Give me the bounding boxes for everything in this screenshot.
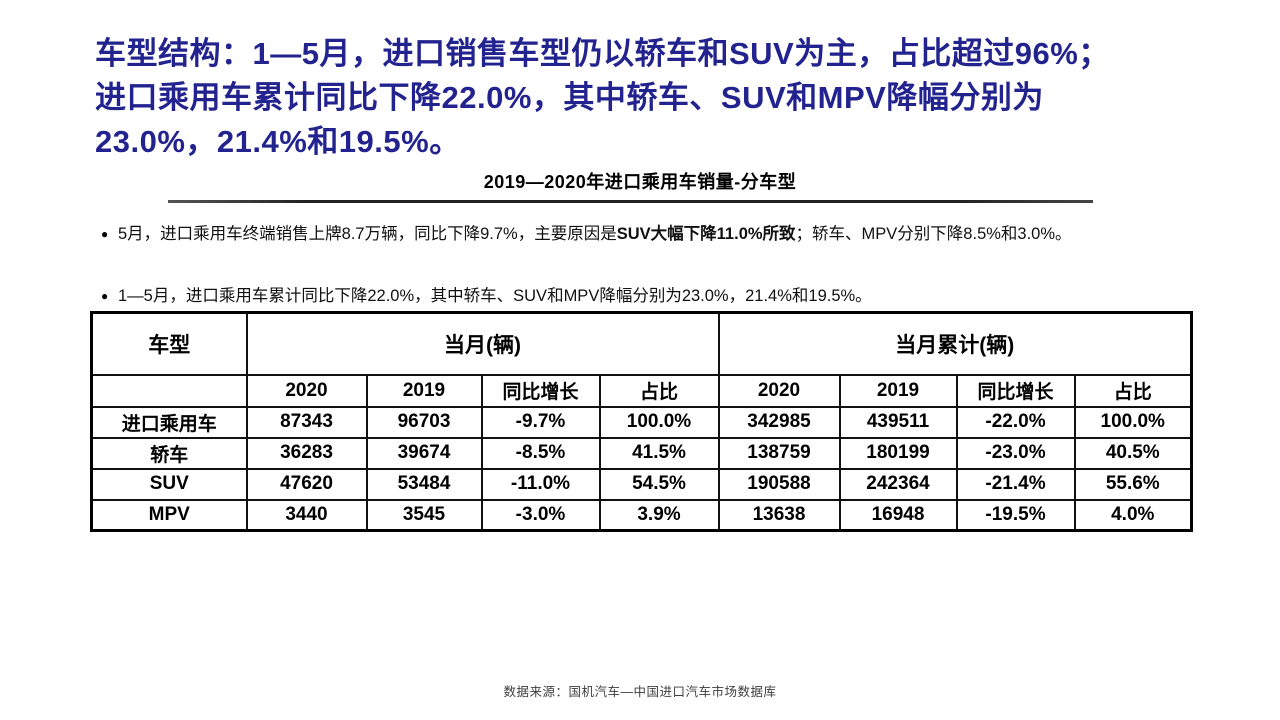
header-empty-cell: [90, 373, 248, 408]
table-cell: 16948: [838, 498, 958, 532]
table-cell: -11.0%: [480, 467, 601, 501]
table-cell: 13638: [717, 498, 841, 532]
table-cell: -19.5%: [955, 498, 1076, 532]
table-row-mpv: MPV 3440 3545 -3.0% 3.9% 13638 16948 -19…: [90, 498, 1193, 532]
bullet-item-2: ● 1—5月，进口乘用车累计同比下降22.0%，其中轿车、SUV和MPV降幅分别…: [101, 285, 1200, 307]
table-cell: 55.6%: [1073, 467, 1193, 501]
table-cell: 3545: [365, 498, 483, 532]
bullet-text-2: 1—5月，进口乘用车累计同比下降22.0%，其中轿车、SUV和MPV降幅分别为2…: [118, 287, 872, 305]
row-label: 轿车: [90, 436, 248, 470]
bullet-item-1: ● 5月，进口乘用车终端销售上牌8.7万辆，同比下降9.7%，主要原因是SUV大…: [101, 214, 1200, 254]
table-cell: 342985: [717, 405, 841, 439]
header-current-month: 当月(辆): [245, 311, 720, 376]
table-cell: 4.0%: [1073, 498, 1193, 532]
header-cumulative: 当月累计(辆): [717, 311, 1193, 376]
bullet-marker-icon: ●: [101, 289, 109, 303]
table-cell: 138759: [717, 436, 841, 470]
table-cell: 180199: [838, 436, 958, 470]
subheader-month-share: 占比: [598, 373, 720, 408]
table-caption: 2019—2020年进口乘用车销量-分车型: [483, 172, 797, 192]
table-cell: 54.5%: [598, 467, 720, 501]
subheader-cum-yoy: 同比增长: [955, 373, 1076, 408]
table-cell: 47620: [245, 467, 368, 501]
table-cell: 39674: [365, 436, 483, 470]
subheader-month-yoy: 同比增长: [480, 373, 601, 408]
table-cell: 242364: [838, 467, 958, 501]
slide-title: 车型结构：1—5月，进口销售车型仍以轿车和SUV为主，占比超过96%； 进口乘用…: [95, 32, 1110, 164]
table-cell: -22.0%: [955, 405, 1076, 439]
table-cell: 40.5%: [1073, 436, 1193, 470]
table-cell: 36283: [245, 436, 368, 470]
subheader-cum-share: 占比: [1073, 373, 1193, 408]
table-cell: -3.0%: [480, 498, 601, 532]
table-cell: 96703: [365, 405, 483, 439]
table-row-imported-pv: 进口乘用车 87343 96703 -9.7% 100.0% 342985 43…: [90, 405, 1193, 439]
table-cell: 100.0%: [1073, 405, 1193, 439]
table-cell: 3440: [245, 498, 368, 532]
subheader-cum-2020: 2020: [717, 373, 841, 408]
slide-title-line-3: 23.0%，21.4%和19.5%。: [95, 124, 461, 159]
data-source: 数据来源：国机汽车—中国进口汽车市场数据库: [503, 685, 777, 699]
table-cell: 41.5%: [598, 436, 720, 470]
caption-underline: [168, 200, 1093, 203]
bullet-marker-icon: ●: [101, 227, 109, 241]
bullet-text-1: 5月，进口乘用车终端销售上牌8.7万辆，同比下降9.7%，主要原因是SUV大幅下…: [118, 225, 1072, 243]
table-row-sedan: 轿车 36283 39674 -8.5% 41.5% 138759 180199…: [90, 436, 1193, 470]
row-label: 进口乘用车: [90, 405, 248, 439]
table-cell: 100.0%: [598, 405, 720, 439]
table-cell: -8.5%: [480, 436, 601, 470]
subheader-month-2020: 2020: [245, 373, 368, 408]
table-row-suv: SUV 47620 53484 -11.0% 54.5% 190588 2423…: [90, 467, 1193, 501]
table-cell: 3.9%: [598, 498, 720, 532]
table-header-sub-row: 2020 2019 同比增长 占比 2020 2019 同比增长 占比: [90, 373, 1193, 408]
subheader-cum-2019: 2019: [838, 373, 958, 408]
header-vehicle-type: 车型: [90, 311, 248, 376]
table-header-group-row: 车型 当月(辆) 当月累计(辆): [90, 311, 1193, 376]
table-cell: 53484: [365, 467, 483, 501]
table-cell: -23.0%: [955, 436, 1076, 470]
row-label: SUV: [90, 467, 248, 501]
sales-table: 车型 当月(辆) 当月累计(辆) 2020 2019 同比增长 占比 2020 …: [90, 311, 1193, 532]
slide-title-line-2: 进口乘用车累计同比下降22.0%，其中轿车、SUV和MPV降幅分别为: [95, 80, 1044, 115]
subheader-month-2019: 2019: [365, 373, 483, 408]
row-label: MPV: [90, 498, 248, 532]
table-cell: 439511: [838, 405, 958, 439]
table-cell: -9.7%: [480, 405, 601, 439]
table-cell: 190588: [717, 467, 841, 501]
table-cell: -21.4%: [955, 467, 1076, 501]
table-cell: 87343: [245, 405, 368, 439]
slide-title-line-1: 车型结构：1—5月，进口销售车型仍以轿车和SUV为主，占比超过96%；: [95, 36, 1110, 71]
